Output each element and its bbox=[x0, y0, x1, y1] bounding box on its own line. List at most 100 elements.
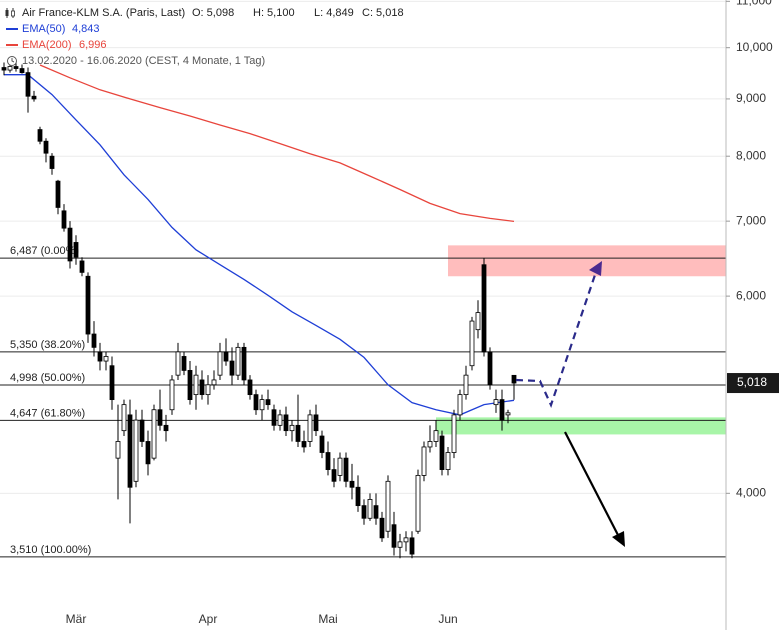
candle-body bbox=[481, 264, 487, 353]
y-tick-label: 10,000 bbox=[736, 40, 773, 54]
candle-body bbox=[307, 414, 313, 442]
candle-body bbox=[415, 475, 421, 532]
candle-body bbox=[127, 414, 133, 488]
candle-body bbox=[121, 404, 127, 432]
candle-body bbox=[265, 399, 271, 406]
candle-body bbox=[7, 66, 13, 71]
x-tick-label: Apr bbox=[199, 612, 218, 626]
legend-label: EMA(50) bbox=[22, 23, 65, 35]
candle-body bbox=[331, 469, 337, 482]
candle-body bbox=[325, 452, 331, 470]
candles bbox=[1, 59, 517, 559]
black-arrow bbox=[564, 431, 620, 538]
candle-body bbox=[337, 457, 343, 476]
chart-title: Air France-KLM S.A. (Paris, Last) bbox=[22, 7, 185, 19]
candle-body bbox=[199, 379, 205, 396]
candle-body bbox=[421, 446, 427, 476]
candle-body bbox=[379, 517, 385, 539]
candle-body bbox=[397, 541, 403, 548]
candle-body bbox=[1, 67, 7, 71]
low-label: L: 4,849 bbox=[314, 7, 354, 19]
candle-body bbox=[181, 356, 187, 371]
close-label: C: 5,018 bbox=[362, 7, 404, 19]
black-arrow-head bbox=[612, 531, 625, 547]
candle-body bbox=[43, 140, 49, 154]
candle-body bbox=[193, 374, 199, 396]
candle-body bbox=[97, 351, 103, 362]
fib-levels: 6,487 (0.00%) 5,350 (38.20%) 4,998 (50.00%… bbox=[0, 245, 726, 558]
candle-body bbox=[61, 210, 67, 229]
high-label: H: 5,100 bbox=[253, 7, 295, 19]
candle-body bbox=[499, 399, 505, 421]
chart-subtitle: 13.02.2020 - 16.06.2020 (CEST, 4 Monate,… bbox=[22, 55, 265, 67]
candle-body bbox=[103, 356, 109, 362]
candle-body bbox=[433, 430, 439, 442]
candle-body bbox=[85, 275, 91, 335]
candle-body bbox=[169, 379, 175, 411]
price-box bbox=[727, 373, 779, 394]
y-tick-label: 7,000 bbox=[736, 213, 766, 227]
candle-body bbox=[145, 441, 151, 465]
x-tick-label: Mai bbox=[318, 612, 337, 626]
candle-body bbox=[295, 424, 301, 442]
legend: Air France-KLM S.A. (Paris, Last) O: 5,0… bbox=[5, 7, 404, 67]
candle-body bbox=[475, 312, 481, 331]
candle-body bbox=[175, 351, 181, 376]
candle-body bbox=[55, 180, 61, 208]
candle-body bbox=[205, 384, 211, 396]
candle-body bbox=[427, 441, 433, 448]
candle-body bbox=[301, 441, 307, 448]
candle-body bbox=[37, 129, 43, 142]
x-tick-label: Jun bbox=[438, 612, 457, 626]
forecast-arrows bbox=[515, 261, 625, 547]
legend-label: EMA(200) bbox=[22, 39, 72, 51]
candle-body bbox=[373, 505, 379, 519]
candle-body bbox=[91, 333, 97, 348]
candle-body bbox=[367, 499, 373, 519]
candle-body bbox=[493, 399, 499, 406]
candle-body bbox=[505, 412, 511, 416]
price-label: 5,018 bbox=[737, 375, 767, 389]
fib-label: 4,647 (61.80%) bbox=[10, 407, 85, 419]
legend-value: 4,843 bbox=[72, 23, 100, 35]
legend-value: 6,996 bbox=[79, 39, 107, 51]
candle-body bbox=[19, 68, 25, 74]
candle-body bbox=[445, 452, 451, 470]
candle-body bbox=[133, 419, 139, 482]
candle-body bbox=[79, 260, 85, 273]
candle-body bbox=[109, 365, 115, 401]
clock-hand bbox=[11, 58, 15, 63]
candle-body bbox=[67, 227, 73, 262]
y-tick-label: 11,000 bbox=[736, 0, 772, 7]
candle-body bbox=[283, 414, 289, 432]
candle-body bbox=[139, 419, 145, 442]
candle-body bbox=[229, 360, 235, 376]
y-tick-label: 9,000 bbox=[736, 91, 766, 105]
y-tick-label: 6,000 bbox=[736, 288, 766, 302]
candle-body bbox=[247, 379, 253, 396]
candle-body bbox=[409, 537, 415, 555]
candle-body bbox=[217, 351, 223, 376]
y-tick-label: 4,000 bbox=[736, 485, 766, 499]
candle-body bbox=[463, 374, 469, 396]
candle-body bbox=[13, 66, 19, 69]
candle-body bbox=[235, 346, 241, 376]
candle-body bbox=[163, 424, 169, 432]
fib-label: 4,998 (50.00%) bbox=[10, 372, 85, 384]
candle-body bbox=[223, 351, 229, 362]
fib-label: 3,510 (100.00%) bbox=[10, 544, 91, 556]
ema-lines bbox=[4, 64, 515, 416]
candle-body bbox=[511, 374, 517, 384]
candle-body bbox=[157, 409, 163, 426]
blue-arrow-head bbox=[589, 261, 602, 276]
candle-body bbox=[211, 379, 217, 386]
fib-label: 5,350 (38.20%) bbox=[10, 339, 85, 351]
candle-body bbox=[439, 435, 445, 470]
candle-body bbox=[259, 399, 265, 411]
candle-body bbox=[343, 457, 349, 482]
axis: 4,000 6,000 7,000 8,000 9,000 10,000 11,000 Mär… bbox=[66, 0, 779, 626]
candle-body bbox=[115, 441, 121, 459]
candle-icon bbox=[5, 8, 15, 18]
fib-label: 6,487 (0.00%) bbox=[10, 245, 79, 257]
